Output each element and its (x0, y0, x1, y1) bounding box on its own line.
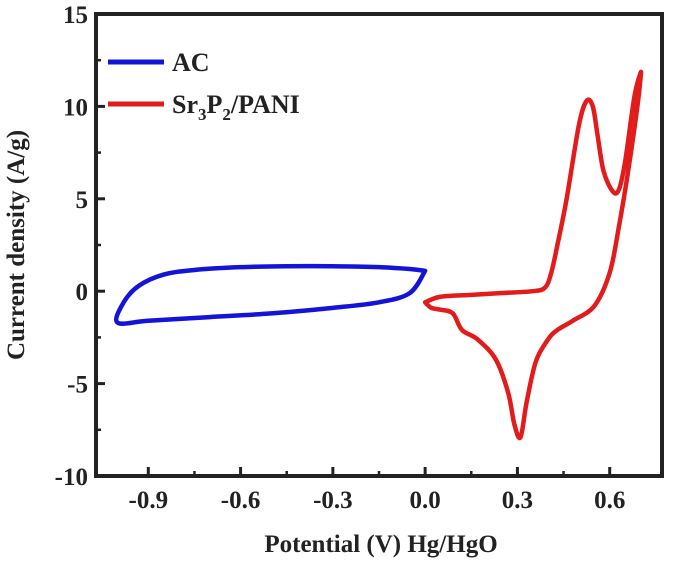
y-tick-label: 10 (63, 94, 88, 121)
y-tick-label: -10 (55, 464, 88, 491)
legend-p: P (207, 90, 223, 119)
y-tick-label: 5 (76, 187, 89, 214)
legend-pani: /PANI (230, 90, 300, 119)
legend-sub-2: 2 (222, 105, 231, 124)
series-layer (114, 69, 644, 441)
y-tick-label: 0 (76, 279, 89, 306)
y-tick-label: 15 (63, 2, 88, 29)
legend-sr: Sr (172, 90, 198, 119)
x-tick-label: -0.6 (221, 487, 261, 514)
legend-label-sr3p2-pani: Sr3P2/PANI (172, 90, 300, 124)
series-line-sr3p2-pani (422, 69, 644, 441)
x-tick-label: 0.6 (594, 487, 625, 514)
y-tick-label: -5 (67, 372, 88, 399)
legend-sub-3: 3 (198, 105, 207, 124)
plot-frame (94, 12, 664, 478)
x-tick-label: -0.3 (313, 487, 353, 514)
legend-label-ac: AC (172, 48, 210, 77)
x-axis-title: Potential (V) Hg/HgO (264, 531, 497, 558)
x-tick-label: 0.3 (502, 487, 533, 514)
y-axis-ticks: -10 -5 0 5 10 15 (55, 2, 105, 491)
series-line-ac (114, 263, 428, 327)
x-axis-ticks: -0.9 -0.6 -0.3 0.0 0.3 0.6 (129, 467, 625, 514)
x-tick-label: -0.9 (129, 487, 169, 514)
legend: AC Sr3P2/PANI (108, 48, 300, 124)
x-tick-label: 0.0 (410, 487, 441, 514)
y-axis-title: Current density (A/g) (3, 130, 30, 360)
